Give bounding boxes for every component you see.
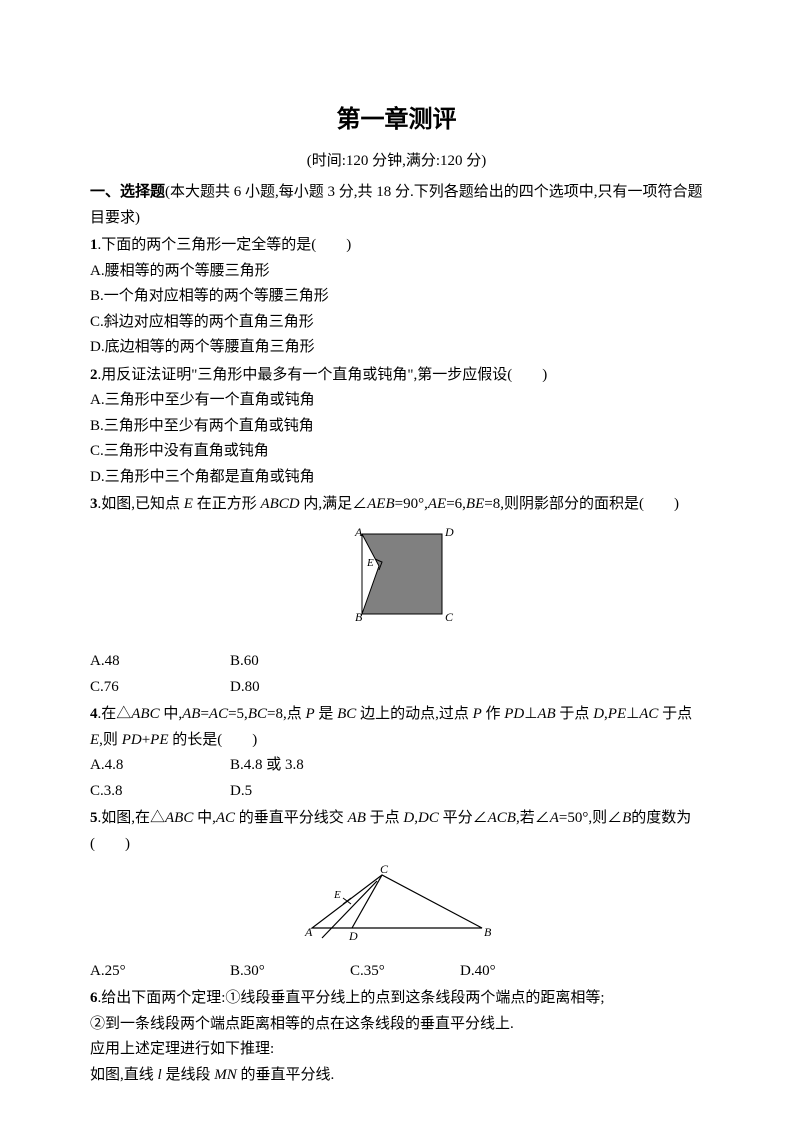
q3-diagram: A D B C E bbox=[90, 524, 703, 644]
label-a: A bbox=[304, 925, 313, 939]
q3-opts-row2: C.76 D.80 bbox=[90, 675, 703, 701]
q2-opt-a: A.三角形中至少有一个直角或钝角 bbox=[90, 388, 703, 414]
q4-opts-row1: A.4.8 B.4.8 或 3.8 bbox=[90, 753, 703, 779]
q2-stem: 2.用反证法证明"三角形中最多有一个直角或钝角",第一步应假设( ) bbox=[90, 363, 703, 389]
label-c: C bbox=[445, 610, 454, 624]
q3-opts-row1: A.48 B.60 bbox=[90, 649, 703, 675]
q6-line4: 如图,直线 l 是线段 MN 的垂直平分线. bbox=[90, 1063, 703, 1089]
q1-opt-c: C.斜边对应相等的两个直角三角形 bbox=[90, 310, 703, 336]
q3-opt-b: B.60 bbox=[230, 649, 370, 675]
q6-line3: 应用上述定理进行如下推理: bbox=[90, 1037, 703, 1063]
q4-opts-row2: C.3.8 D.5 bbox=[90, 779, 703, 805]
q5-opts-row: A.25° B.30° C.35° D.40° bbox=[90, 959, 703, 985]
q6-stem: 6.给出下面两个定理:①线段垂直平分线上的点到这条线段两个端点的距离相等; bbox=[90, 986, 703, 1012]
label-b: B bbox=[484, 925, 492, 939]
q3-opt-a: A.48 bbox=[90, 649, 230, 675]
q3-stem: 3.如图,已知点 E 在正方形 ABCD 内,满足∠AEB=90°,AE=6,B… bbox=[90, 492, 703, 518]
section-1-header: 一、选择题(本大题共 6 小题,每小题 3 分,共 18 分.下列各题给出的四个… bbox=[90, 180, 703, 231]
q4-stem: 4.在△ABC 中,AB=AC=5,BC=8,点 P 是 BC 边上的动点,过点… bbox=[90, 702, 703, 753]
q5-opt-b: B.30° bbox=[230, 959, 350, 985]
q1-opt-d: D.底边相等的两个等腰直角三角形 bbox=[90, 335, 703, 361]
q5-opt-a: A.25° bbox=[90, 959, 230, 985]
q1-stem: 1.下面的两个三角形一定全等的是( ) bbox=[90, 233, 703, 259]
q3-opt-c: C.76 bbox=[90, 675, 230, 701]
q3-opt-d: D.80 bbox=[230, 675, 370, 701]
label-a: A bbox=[354, 525, 363, 539]
label-c: C bbox=[380, 863, 389, 876]
q2-opt-d: D.三角形中三个角都是直角或钝角 bbox=[90, 465, 703, 491]
q4-opt-a: A.4.8 bbox=[90, 753, 230, 779]
q4-opt-c: C.3.8 bbox=[90, 779, 230, 805]
q1-opt-a: A.腰相等的两个等腰三角形 bbox=[90, 259, 703, 285]
exam-info: (时间:120 分钟,满分:120 分) bbox=[90, 149, 703, 175]
page-title: 第一章测评 bbox=[90, 100, 703, 141]
q1-opt-b: B.一个角对应相等的两个等腰三角形 bbox=[90, 284, 703, 310]
q5-stem: 5.如图,在△ABC 中,AC 的垂直平分线交 AB 于点 D,DC 平分∠AC… bbox=[90, 806, 703, 857]
q4-opt-b: B.4.8 或 3.8 bbox=[230, 753, 370, 779]
label-b: B bbox=[355, 610, 363, 624]
label-e: E bbox=[366, 557, 374, 569]
q5-diagram: A B C D E bbox=[90, 863, 703, 953]
q5-opt-c: C.35° bbox=[350, 959, 460, 985]
label-e: E bbox=[333, 889, 341, 901]
q4-opt-d: D.5 bbox=[230, 779, 370, 805]
label-d: D bbox=[348, 929, 358, 943]
q6-line2: ②到一条线段两个端点距离相等的点在这条线段的垂直平分线上. bbox=[90, 1012, 703, 1038]
q2-opt-b: B.三角形中至少有两个直角或钝角 bbox=[90, 414, 703, 440]
label-d: D bbox=[444, 525, 454, 539]
q2-opt-c: C.三角形中没有直角或钝角 bbox=[90, 439, 703, 465]
q5-opt-d: D.40° bbox=[460, 959, 570, 985]
